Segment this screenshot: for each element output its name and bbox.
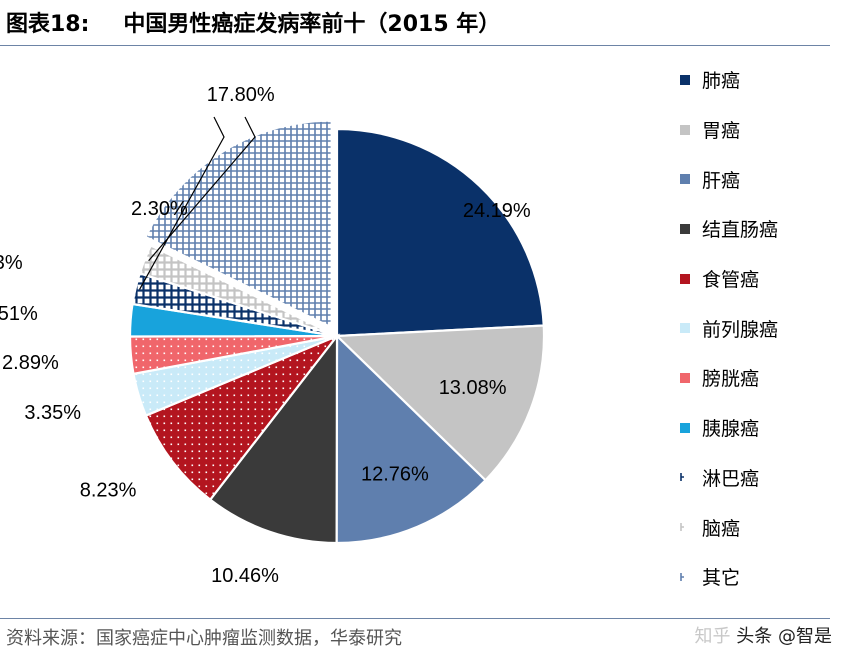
data-label-8: 2.51% (0, 303, 38, 325)
legend-swatch (680, 422, 690, 433)
leader-line-10 (148, 116, 256, 262)
legend-label: 肺癌 (702, 70, 741, 93)
legend-swatch (680, 124, 690, 135)
top-divider (0, 45, 830, 46)
chart-title: 中国男性癌症发病率前十（2015 年） (123, 12, 501, 37)
data-label-5: 8.23% (80, 479, 137, 501)
legend-swatch (680, 74, 690, 85)
pie-slice-2 (334, 324, 546, 482)
legend-item: 胰腺癌 (672, 403, 842, 453)
legend-label: 食管癌 (702, 269, 760, 292)
legend-label: 肝癌 (702, 169, 741, 192)
legend-item: 肺癌 (672, 55, 842, 105)
legend-item: 其它 (672, 552, 842, 602)
legend-item: 食管癌 (672, 254, 842, 304)
legend-swatch (680, 473, 684, 482)
legend-swatch (680, 523, 684, 532)
legend-swatch (680, 223, 690, 234)
source-note: 资料来源：国家癌症中心肿瘤监测数据，华泰研究 (6, 628, 402, 649)
legend-item: 前列腺癌 (672, 303, 842, 353)
pie-slice-1 (335, 127, 545, 338)
legend-swatch (680, 572, 684, 581)
data-label-10: 2.30% (131, 198, 188, 220)
legend-item: 肝癌 (672, 154, 842, 204)
pie-slice-5 (144, 333, 341, 502)
pie-chart: 24.19% 13.08% 12.76% 10.46% 8.23% 3.35% 2.89% 2… (0, 84, 546, 587)
legend-label: 脑癌 (702, 517, 741, 540)
figure-label: 图表18: (6, 12, 90, 37)
data-label-2: 13.08% (439, 377, 507, 399)
bottom-divider (0, 618, 830, 619)
legend-label: 淋巴癌 (702, 467, 760, 490)
legend-item: 淋巴癌 (672, 453, 842, 503)
legend-label: 其它 (702, 567, 741, 590)
legend-label: 前列腺癌 (702, 318, 779, 341)
legend-swatch (680, 174, 690, 185)
legend-swatch (680, 273, 690, 284)
data-label-1: 24.19% (463, 200, 531, 222)
legend-label: 胃癌 (702, 120, 741, 143)
data-label-7: 2.89% (2, 352, 59, 374)
legend-item: 胃癌 (672, 105, 842, 155)
data-label-11: 17.80% (207, 84, 275, 106)
watermark: 知乎 头条 @智是 (695, 622, 832, 652)
legend-swatch (680, 372, 690, 383)
data-label-9: 2.43% (0, 252, 23, 274)
legend-label: 胰腺癌 (702, 418, 760, 441)
legend-label: 膀胱癌 (702, 368, 760, 391)
page-title: 图表18: 中国男性癌症发病率前十（2015 年） (6, 8, 500, 42)
data-label-4: 10.46% (211, 565, 279, 587)
legend-item: 结直肠癌 (672, 204, 842, 254)
watermark-text: 头条 @智是 (736, 626, 832, 647)
pie-slice-4 (208, 332, 339, 545)
chart-legend: 肺癌胃癌肝癌结直肠癌食管癌前列腺癌膀胱癌胰腺癌淋巴癌脑癌其它 (672, 55, 842, 602)
pie-slice-11 (144, 119, 333, 330)
pie-slice-3 (335, 333, 488, 545)
watermark-prefix: 知乎 (694, 626, 731, 647)
legend-label: 结直肠癌 (702, 219, 779, 242)
pie-slice-10 (138, 244, 338, 338)
legend-swatch (680, 323, 690, 334)
legend-item: 脑癌 (672, 502, 842, 552)
data-label-3: 12.76% (361, 463, 429, 485)
data-label-6: 3.35% (24, 402, 81, 424)
legend-item: 膀胱癌 (672, 353, 842, 403)
